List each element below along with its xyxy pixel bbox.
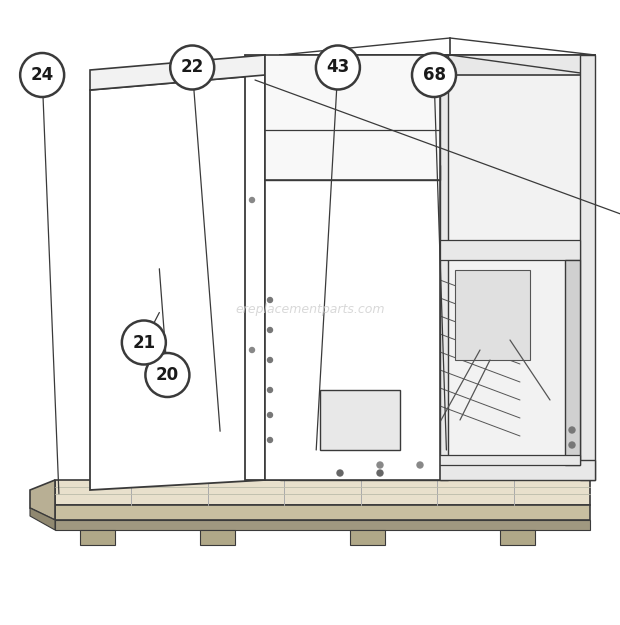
Polygon shape: [280, 55, 595, 75]
Circle shape: [316, 46, 360, 89]
Polygon shape: [265, 55, 440, 180]
Polygon shape: [55, 520, 590, 530]
Polygon shape: [280, 455, 580, 465]
Polygon shape: [580, 55, 595, 480]
Circle shape: [569, 427, 575, 433]
Circle shape: [377, 462, 383, 468]
Text: 68: 68: [422, 66, 446, 84]
Circle shape: [249, 348, 254, 352]
Circle shape: [417, 462, 423, 468]
Circle shape: [267, 357, 273, 362]
Circle shape: [267, 438, 273, 442]
Polygon shape: [565, 260, 580, 465]
Circle shape: [569, 442, 575, 448]
Polygon shape: [80, 530, 115, 545]
Circle shape: [267, 388, 273, 392]
Polygon shape: [265, 180, 440, 480]
Polygon shape: [500, 530, 535, 545]
Polygon shape: [320, 390, 400, 450]
Polygon shape: [350, 530, 385, 545]
Polygon shape: [55, 480, 590, 505]
Circle shape: [267, 328, 273, 332]
Polygon shape: [455, 270, 530, 360]
Circle shape: [122, 321, 166, 364]
Circle shape: [170, 46, 214, 89]
Circle shape: [146, 353, 189, 397]
Circle shape: [412, 53, 456, 97]
Circle shape: [267, 298, 273, 302]
Polygon shape: [30, 480, 55, 520]
Circle shape: [249, 198, 254, 202]
Text: 20: 20: [156, 366, 179, 384]
Polygon shape: [280, 55, 595, 480]
Polygon shape: [200, 530, 235, 545]
Polygon shape: [245, 55, 265, 480]
Text: ereplacementparts.com: ereplacementparts.com: [235, 304, 385, 316]
Circle shape: [377, 470, 383, 476]
Polygon shape: [90, 55, 265, 90]
Polygon shape: [265, 165, 440, 180]
Polygon shape: [280, 460, 595, 480]
Circle shape: [267, 412, 273, 418]
Circle shape: [20, 53, 64, 97]
Polygon shape: [55, 505, 590, 520]
Circle shape: [337, 470, 343, 476]
Text: 22: 22: [180, 59, 204, 76]
Polygon shape: [440, 240, 580, 260]
Text: 21: 21: [132, 334, 156, 351]
Polygon shape: [90, 75, 265, 490]
Polygon shape: [440, 55, 448, 480]
Text: 24: 24: [30, 66, 54, 84]
Text: 43: 43: [326, 59, 350, 76]
Polygon shape: [30, 508, 55, 530]
